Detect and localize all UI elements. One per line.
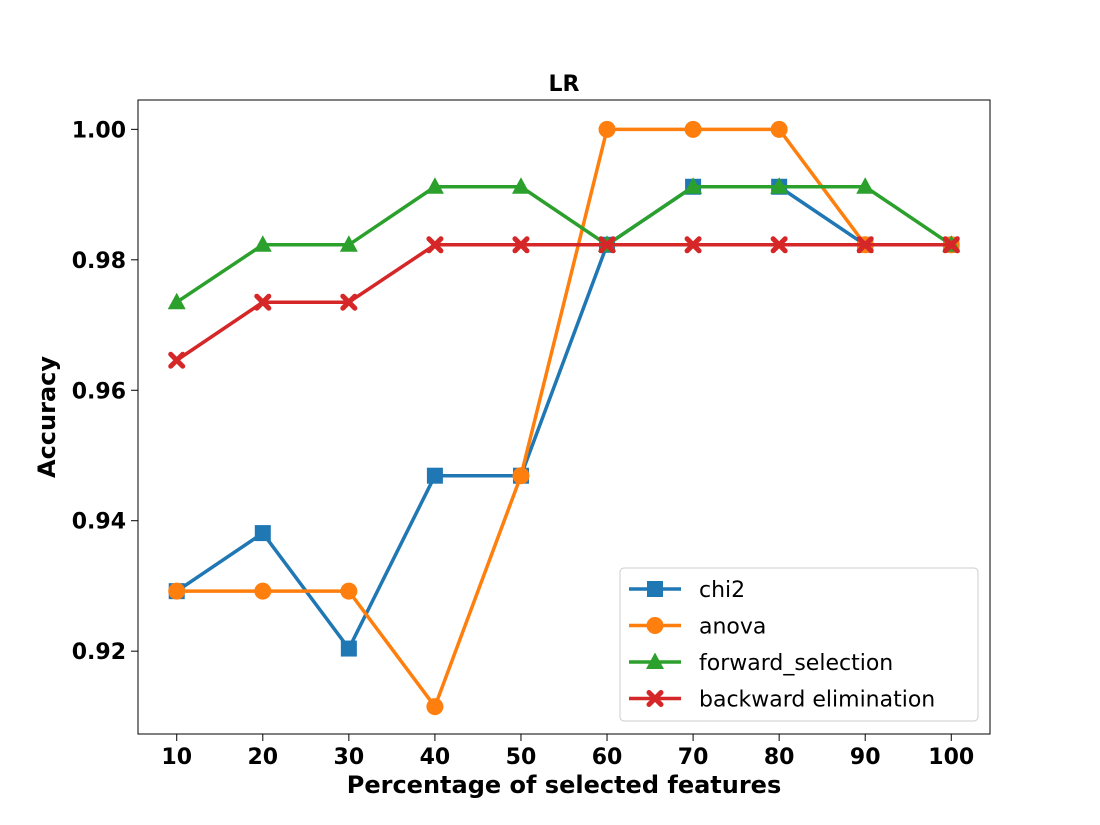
y-tick-label: 0.92 — [72, 640, 126, 665]
data-point-anova — [512, 467, 530, 485]
chart-title: LR — [549, 72, 580, 97]
x-tick-label: 40 — [420, 745, 451, 770]
x-tick-label: 80 — [764, 745, 795, 770]
data-point-anova — [598, 120, 616, 138]
data-point-backward-elimination — [684, 236, 702, 254]
data-point-anova — [168, 582, 186, 600]
legend-label-backward-elimination: backward elimination — [699, 688, 935, 713]
legend: chi2 anova forward_selection backward elimi… — [619, 567, 979, 722]
data-point-backward-elimination — [254, 293, 272, 311]
series-line-forward-selection — [175, 185, 953, 304]
data-point-backward-elimination — [770, 236, 788, 254]
data-point-chi2 — [426, 467, 443, 484]
legend-label-forward-selection: forward_selection — [699, 651, 893, 676]
data-point-backward-elimination — [942, 236, 960, 254]
y-tick-label: 0.94 — [72, 510, 126, 535]
data-point-anova — [770, 120, 788, 138]
plot-area: 10 20 30 40 50 60 70 80 90 100 0.92 0.94 0.96 0.98 1.0… — [72, 118, 975, 770]
data-point-anova — [426, 698, 444, 716]
x-tick-label: 10 — [161, 745, 192, 770]
data-point-forward-selection — [425, 177, 444, 194]
legend-box — [619, 567, 979, 722]
x-tick-label: 20 — [247, 745, 278, 770]
data-point-anova — [254, 582, 272, 600]
x-tick-label: 100 — [928, 745, 974, 770]
data-point-backward-elimination — [512, 236, 530, 254]
data-point-chi2 — [254, 525, 271, 542]
y-tick-label: 0.96 — [72, 379, 126, 404]
x-tick-label: 30 — [334, 745, 365, 770]
data-point-anova — [684, 120, 702, 138]
data-point-backward-elimination — [340, 293, 358, 311]
x-tick-label: 70 — [678, 745, 709, 770]
x-axis-label: Percentage of selected features — [347, 771, 782, 799]
x-tick-label: 90 — [850, 745, 881, 770]
legend-marker-anova — [646, 617, 664, 634]
data-point-forward-selection — [253, 235, 272, 252]
x-tick-label: 50 — [506, 745, 537, 770]
data-point-forward-selection — [167, 292, 186, 310]
data-point-backward-elimination — [426, 236, 444, 254]
data-point-forward-selection — [684, 177, 703, 194]
legend-label-anova: anova — [699, 615, 766, 640]
y-tick-label: 0.98 — [72, 249, 126, 274]
data-point-chi2 — [340, 640, 357, 657]
data-point-backward-elimination — [168, 351, 186, 369]
data-point-backward-elimination — [598, 236, 616, 254]
y-tick-label: 1.00 — [72, 118, 126, 143]
legend-marker-forward-selection — [646, 652, 664, 669]
plot-frame — [137, 99, 991, 735]
x-tick-label: 60 — [592, 745, 623, 770]
y-axis-label: Accuracy — [33, 356, 61, 478]
data-point-forward-selection — [339, 235, 358, 252]
legend-label-chi2: chi2 — [699, 578, 745, 603]
data-point-forward-selection — [856, 177, 875, 194]
data-point-forward-selection — [511, 177, 530, 194]
legend-marker-backward-elimination — [646, 690, 664, 707]
data-point-forward-selection — [770, 177, 789, 194]
series-line-backward-elimination — [175, 243, 952, 362]
data-point-anova — [340, 582, 358, 600]
data-point-backward-elimination — [856, 236, 874, 254]
legend-marker-chi2 — [647, 581, 663, 597]
